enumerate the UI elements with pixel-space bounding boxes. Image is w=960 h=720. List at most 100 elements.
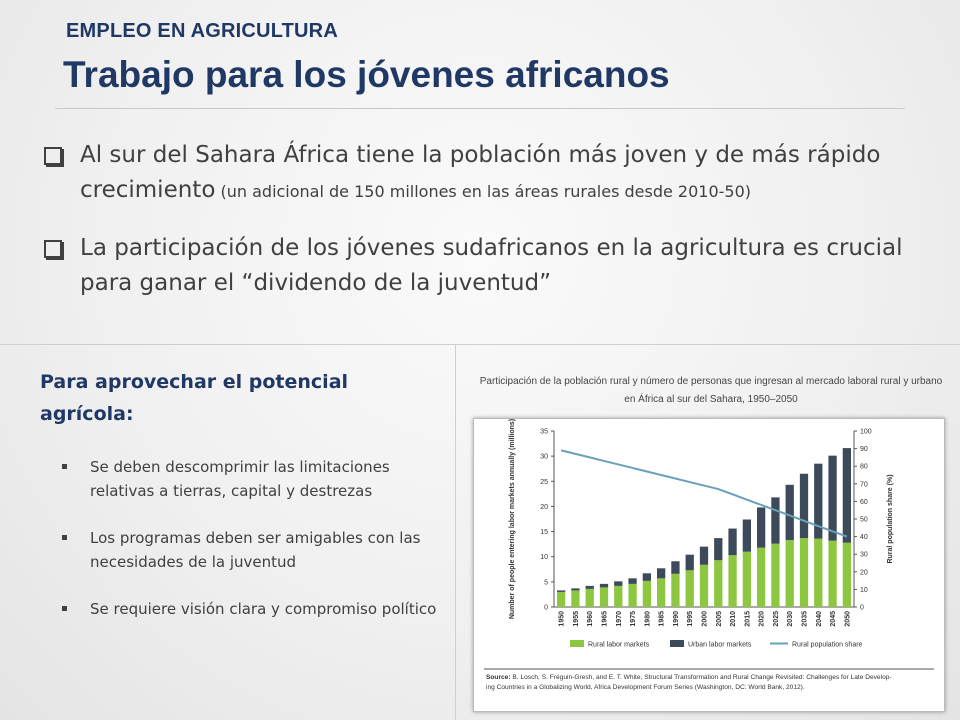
list-item-text: Se requiere visión clara y compromiso po… [90, 600, 437, 618]
bar-urban-2035 [799, 473, 809, 539]
y2-tick-label: 20 [860, 569, 868, 576]
list-item: Los programas deben ser amigables con la… [60, 526, 445, 574]
slide-title: Trabajo para los jóvenes africanos [63, 54, 670, 95]
title-divider [55, 108, 905, 109]
square-bullet-icon [62, 535, 67, 540]
bar-rural-2030 [785, 540, 794, 607]
bar-rural-1995 [685, 570, 694, 607]
bar-rural-2050 [842, 542, 851, 607]
bar-urban-1970 [614, 581, 623, 586]
y2-tick-label: 60 [860, 499, 868, 506]
legend-label-rural: Rural labor markets [588, 642, 650, 649]
bar-rural-2040 [814, 538, 823, 607]
source-text-1: B. Losch, S. Fréguin-Gresh, and E. T. Wh… [511, 674, 892, 681]
y2-axis-title: Rural population share (%) [887, 474, 894, 563]
bar-rural-1955 [571, 590, 580, 607]
legend-label-urban: Urban labor markets [688, 642, 752, 649]
list-item: Se requiere visión clara y compromiso po… [60, 597, 445, 621]
bar-rural-1975 [628, 583, 637, 607]
bar-urban-1975 [628, 578, 637, 584]
y-tick-label: 30 [540, 454, 548, 461]
x-tick-label: 1955 [573, 611, 580, 627]
source-line-2: ing Countries in a Globalizing World, Af… [486, 684, 805, 691]
x-tick-label: 2035 [802, 611, 809, 627]
legend-swatch-rural [570, 640, 584, 647]
x-tick-label: 2000 [702, 611, 709, 627]
bar-urban-1955 [571, 588, 580, 591]
section-divider [0, 344, 960, 345]
list-item: Se deben descomprimir las limitaciones r… [60, 455, 445, 503]
bar-rural-2000 [699, 564, 709, 607]
bar-urban-1990 [671, 561, 680, 574]
square-bullet-icon [62, 464, 67, 469]
x-tick-label: 1970 [616, 611, 623, 627]
y-tick-label: 20 [540, 504, 548, 511]
bar-rural-2025 [771, 543, 780, 607]
y2-tick-label: 10 [860, 587, 868, 594]
x-tick-label: 2010 [730, 611, 737, 627]
y2-tick-label: 90 [860, 446, 868, 453]
y-axis-title: Number of people entering labor markets … [509, 419, 516, 619]
bar-urban-1985 [657, 568, 666, 579]
bar-rural-1970 [614, 585, 623, 607]
legend-label-share: Rural population share [792, 642, 863, 649]
x-tick-label: 1990 [673, 611, 680, 627]
figure-caption: Participación de la población rural y nú… [479, 376, 943, 405]
x-tick-label: 2015 [744, 611, 751, 627]
y2-tick-label: 70 [860, 481, 868, 488]
square-bullet-icon [62, 606, 67, 611]
bar-urban-1960 [585, 585, 594, 589]
x-tick-label: 1975 [630, 611, 637, 627]
bar-rural-1980 [642, 580, 651, 607]
x-tick-label: 2020 [759, 611, 766, 627]
bar-rural-2010 [728, 555, 737, 607]
y-tick-label: 0 [544, 605, 548, 612]
x-tick-label: 2040 [816, 611, 823, 627]
main-bullets: Al sur del Sahara África tiene la poblac… [40, 138, 920, 301]
x-tick-label: 2050 [844, 611, 851, 627]
recommendation-list: Se deben descomprimir las limitaciones r… [60, 455, 445, 644]
x-tick-label: 2005 [716, 611, 723, 627]
column-divider [455, 344, 456, 720]
slide-kicker: EMPLEO EN AGRICULTURA [66, 20, 338, 42]
bullet-item: Al sur del Sahara África tiene la poblac… [40, 138, 920, 209]
y2-tick-label: 80 [860, 464, 868, 471]
checkbox-bullet-icon [44, 240, 62, 258]
bullet-note: (un adicional de 150 millones en las áre… [215, 182, 752, 201]
y-tick-label: 25 [540, 479, 548, 486]
bar-rural-1960 [585, 588, 594, 607]
y2-tick-label: 30 [860, 552, 868, 559]
bar-rural-1950 [557, 591, 566, 607]
bar-urban-2050 [842, 448, 851, 543]
x-tick-label: 1960 [587, 611, 594, 627]
bar-urban-1980 [642, 573, 651, 581]
x-tick-label: 1965 [602, 611, 609, 627]
x-tick-label: 1985 [659, 611, 666, 627]
labor-chart: 051015202530350102030405060708090100Numb… [484, 419, 934, 691]
bar-urban-1950 [557, 590, 566, 592]
list-item-text: Los programas deben ser amigables con la… [90, 529, 421, 571]
y-tick-label: 35 [540, 429, 548, 436]
x-tick-label: 2045 [830, 611, 837, 627]
y-tick-label: 5 [544, 579, 548, 586]
x-tick-label: 2030 [787, 611, 794, 627]
bar-urban-2010 [728, 528, 737, 556]
bar-urban-1995 [685, 554, 694, 571]
bar-rural-2015 [742, 551, 751, 607]
bar-rural-1990 [671, 573, 680, 607]
chart-frame: 0 5 10 15 20 25 30 35 0 10 20 30 40 50 60 70 80 90 100 Numb… [473, 418, 945, 712]
bullet-text: La participación de los jóvenes sudafric… [80, 235, 903, 296]
y2-tick-label: 100 [860, 429, 872, 436]
y-tick-label: 10 [540, 554, 548, 561]
bar-urban-2025 [771, 497, 780, 544]
y2-tick-label: 0 [860, 605, 864, 612]
bar-urban-2030 [785, 484, 794, 541]
legend-swatch-urban [670, 640, 684, 647]
bar-urban-2040 [814, 463, 823, 539]
bullet-text: Al sur del Sahara África tiene la poblac… [80, 142, 881, 203]
y-tick-label: 15 [540, 529, 548, 536]
checkbox-bullet-icon [44, 147, 62, 165]
bar-rural-2020 [757, 547, 766, 607]
x-tick-label: 1995 [687, 611, 694, 627]
bar-urban-2005 [714, 538, 723, 561]
